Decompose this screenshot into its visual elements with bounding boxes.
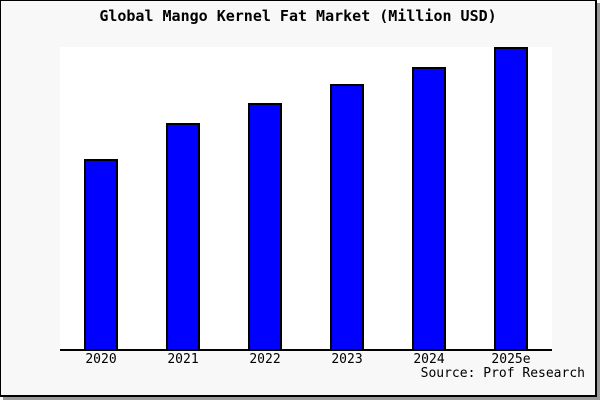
- x-tick-label-2022: 2022: [249, 352, 281, 367]
- bar-slot: [388, 47, 470, 349]
- x-axis-labels: 2020 2021 2022 2023 2024 2025e: [60, 352, 552, 367]
- x-tick-label-2023: 2023: [331, 352, 363, 367]
- x-tick-label-2020: 2020: [85, 352, 117, 367]
- bar-slot: [224, 47, 306, 349]
- bar-slot: [470, 47, 552, 349]
- plot-area: [60, 47, 552, 351]
- bar-slot: [60, 47, 142, 349]
- bar-2020: [84, 159, 118, 349]
- bar-2023: [330, 84, 364, 349]
- chart-title: Global Mango Kernel Fat Market (Million …: [99, 7, 497, 25]
- bar-group: [60, 47, 552, 349]
- bar-2024: [412, 67, 446, 349]
- x-tick-label-2025e: 2025e: [491, 352, 531, 367]
- bar-2025e: [494, 47, 528, 349]
- bar-slot: [142, 47, 224, 349]
- x-tick-label-2024: 2024: [413, 352, 445, 367]
- x-tick-label-2021: 2021: [167, 352, 199, 367]
- bar-2021: [166, 123, 200, 349]
- bar-slot: [306, 47, 388, 349]
- source-credit: Source: Prof Research: [420, 366, 585, 381]
- bar-2022: [248, 103, 282, 349]
